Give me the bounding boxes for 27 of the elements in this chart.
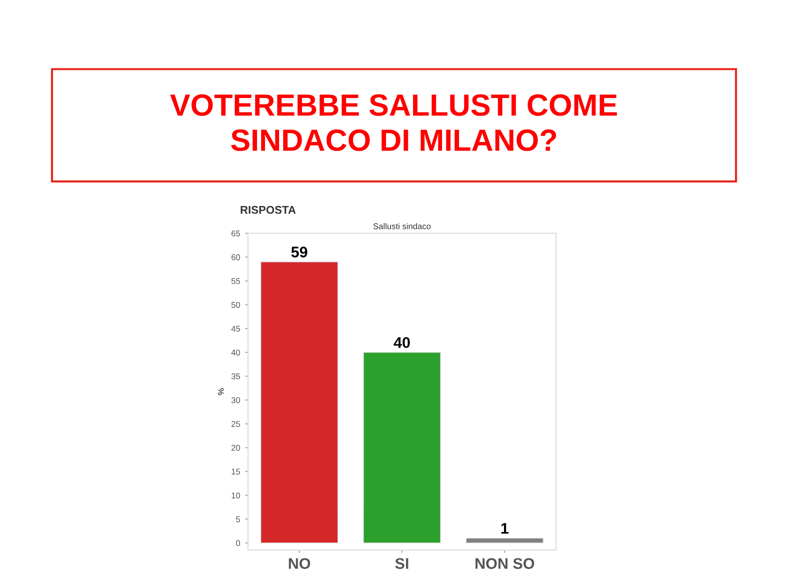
y-tick-label: 50 — [231, 302, 240, 308]
y-tick-label: 40 — [231, 350, 240, 356]
y-tick-label: 25 — [232, 421, 240, 427]
data-label: 40 — [394, 337, 410, 348]
bar — [260, 262, 338, 544]
bar — [363, 352, 441, 544]
bar — [466, 538, 544, 544]
y-tick-label: 55 — [231, 278, 240, 284]
x-tick-label: NON SO — [476, 558, 534, 569]
text: RISPOSTA — [240, 206, 296, 214]
data-label: 1 — [501, 523, 508, 534]
x-tick-label: SI — [395, 558, 408, 569]
y-tick-label: 60 — [232, 254, 240, 260]
y-axis-title: % — [218, 388, 224, 396]
x-tick-label: NO — [288, 558, 310, 569]
chart-title: VOTEREBBE SALLUSTI COME SINDACO DI MILANO? — [170, 94, 617, 152]
y-tick-label: 30 — [231, 397, 240, 404]
y-tick-label: 10 — [232, 492, 240, 498]
y-tick-label: 45 — [231, 326, 240, 332]
y-tick-label: 15 — [232, 468, 240, 475]
y-tick-label: 35 — [231, 373, 240, 380]
data-label: 59 — [291, 246, 308, 258]
y-tick-label: 20 — [232, 444, 240, 451]
chart-subtitle: Sallusti sindaco — [373, 223, 431, 230]
y-tick-label: 5 — [236, 516, 240, 522]
y-tick-label: 65 — [232, 230, 240, 236]
y-tick-label: 0 — [236, 540, 240, 546]
